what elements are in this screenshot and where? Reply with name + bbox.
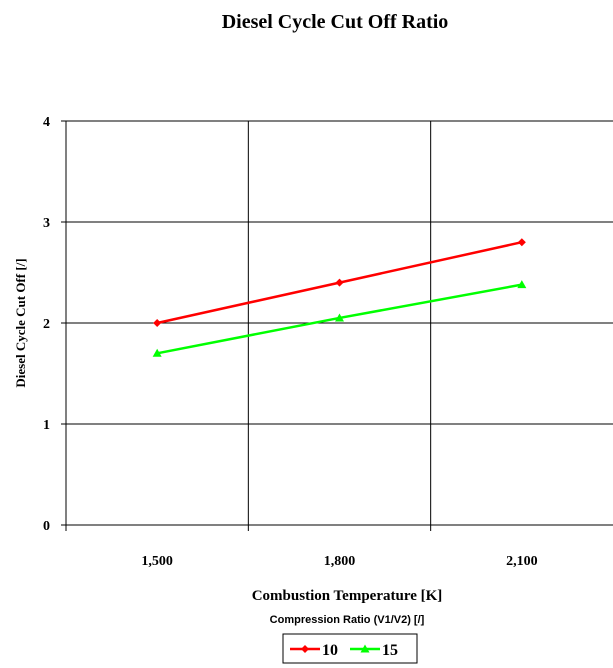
legend-title: Compression Ratio (V1/V2) [/] bbox=[270, 614, 425, 626]
legend: 10 15 bbox=[282, 633, 418, 664]
x-axis-label: Combustion Temperature [K] bbox=[252, 588, 443, 604]
legend-entry-15: 15 bbox=[350, 642, 398, 659]
y-tick-label: 2 bbox=[43, 317, 50, 332]
y-axis-label: Diesel Cycle Cut Off [/] bbox=[13, 258, 28, 387]
legend-marker bbox=[360, 644, 370, 653]
series-15 bbox=[152, 280, 527, 357]
y-tick-label: 1 bbox=[43, 418, 50, 433]
data-point bbox=[517, 238, 526, 247]
data-point bbox=[335, 278, 344, 287]
legend-entry-10: 10 bbox=[290, 642, 338, 659]
y-tick-label: 0 bbox=[43, 519, 50, 534]
y-tick-label: 3 bbox=[43, 216, 50, 231]
x-tick-label: 1,800 bbox=[324, 554, 356, 569]
x-tick-label: 1,500 bbox=[141, 554, 173, 569]
legend-marker bbox=[301, 645, 309, 653]
plot-area: 0 1 2 3 4 1,500 1,800 2,100 bbox=[43, 115, 613, 569]
data-point bbox=[152, 348, 162, 357]
legend-label: 10 bbox=[322, 642, 338, 659]
y-tick-label: 4 bbox=[43, 115, 50, 130]
x-tick-label: 2,100 bbox=[506, 554, 538, 569]
legend-label: 15 bbox=[382, 642, 398, 659]
data-point bbox=[517, 280, 527, 289]
series-10 bbox=[153, 238, 526, 327]
chart-title: Diesel Cycle Cut Off Ratio bbox=[222, 11, 449, 33]
data-point bbox=[153, 319, 162, 327]
data-point bbox=[335, 313, 344, 322]
